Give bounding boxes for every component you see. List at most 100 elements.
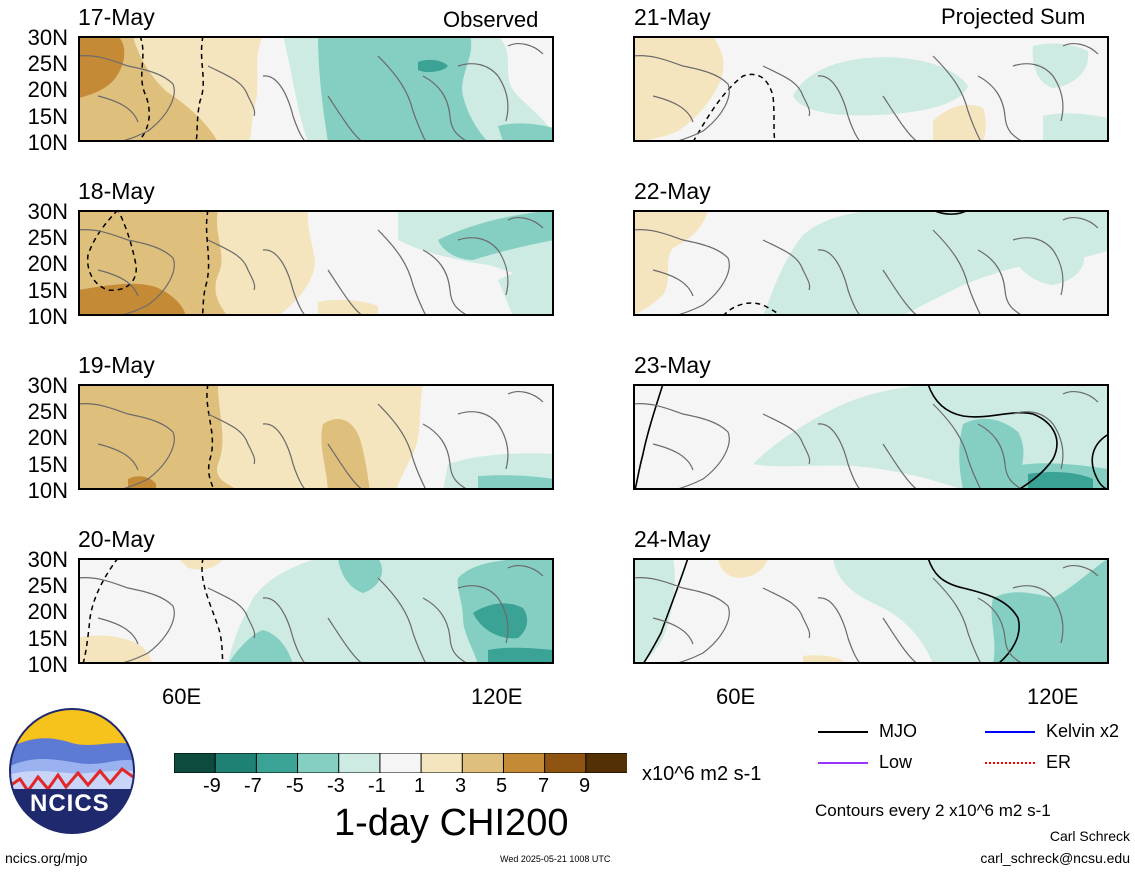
colorbar-tick-label: -7 (244, 775, 262, 797)
lat-label: 20N (27, 599, 68, 624)
anomaly-positive (128, 476, 156, 490)
contours-note: Contours every 2 x10^6 m2 s-1 (815, 801, 1051, 820)
ncics-logo (9, 708, 135, 834)
lat-label: 15N (27, 278, 68, 303)
lon-label: 60E (162, 684, 202, 709)
panel-frame (78, 384, 554, 490)
legend-label-kelvin: Kelvin x2 (1046, 721, 1120, 741)
lat-label: 25N (27, 573, 68, 598)
footer-email[interactable]: carl_schreck@ncsu.edu (980, 850, 1130, 866)
map-panel-projected-3 (633, 384, 1109, 490)
lat-label: 10N (27, 304, 68, 329)
colorbar-tick-label: 3 (455, 775, 467, 797)
anomaly-positive (178, 558, 223, 570)
anomaly-negative (793, 57, 968, 116)
lat-label: 15N (27, 104, 68, 129)
anomaly-negative (418, 59, 448, 73)
legend-label-er: ER (1046, 752, 1072, 772)
colorbar-segment (379, 753, 423, 773)
anomaly-negative (498, 123, 554, 142)
observed-header: Observed (443, 7, 539, 32)
anomaly-negative (498, 267, 554, 316)
colorbar-tick-label: -5 (286, 775, 304, 797)
contour-mjo (927, 558, 1020, 664)
colorbar-segment (502, 753, 546, 773)
lat-label: 30N (27, 547, 68, 572)
panel-date-label: 21-May (634, 4, 711, 30)
panel-date-label: 17-May (78, 4, 155, 30)
colorbar (174, 753, 627, 773)
colorbar-segment (255, 753, 299, 773)
panel-frame (78, 210, 554, 316)
map-panel-observed-2 (78, 210, 554, 316)
lat-label: 15N (27, 452, 68, 477)
coastline (78, 565, 544, 664)
lat-label: 20N (27, 77, 68, 102)
panel-date-label: 22-May (634, 178, 711, 204)
lat-label: 30N (27, 199, 68, 224)
legend-label-low: Low (879, 752, 913, 772)
map-panel-projected-2 (633, 210, 1109, 316)
footer-timestamp: Wed 2025-05-21 1008 UTC (500, 854, 611, 864)
anomaly-negative (338, 558, 383, 593)
lat-label: 10N (27, 130, 68, 155)
footer-author: Carl Schreck (1049, 828, 1130, 844)
anomaly-positive (78, 283, 186, 316)
panel-frame (78, 558, 554, 664)
anomaly-negative (478, 475, 554, 490)
legend-label-mjo: MJO (879, 721, 917, 741)
lat-label: 25N (27, 399, 68, 424)
contour-negative (201, 210, 210, 316)
panel-frame (633, 36, 1109, 142)
colorbar-tick-label: 5 (496, 775, 508, 797)
lon-label: 120E (1027, 684, 1079, 709)
panel-frame (633, 384, 1109, 490)
anomaly-negative (1013, 244, 1085, 285)
coastline (633, 217, 1099, 316)
anomaly-positive (318, 299, 378, 316)
colorbar-tick-label: 1 (414, 775, 426, 797)
footer-url[interactable]: ncics.org/mjo (5, 850, 88, 866)
panel-date-label: 18-May (78, 178, 155, 204)
anomaly-positive (633, 210, 708, 316)
colorbar-segment (174, 753, 217, 773)
colorbar-segment (585, 753, 627, 773)
contour-mjo (642, 558, 689, 664)
legend-line-kelvin (985, 731, 1035, 733)
colorbar-units: x10^6 m2 s-1 (642, 763, 762, 785)
anomaly-positive (803, 655, 843, 664)
coastline (78, 217, 544, 316)
colorbar-segment (461, 753, 505, 773)
anomaly-negative (473, 603, 528, 639)
anomaly-negative (488, 647, 554, 664)
projected-sum-header: Projected Sum (941, 4, 1086, 29)
panel-frame (633, 210, 1109, 316)
coastline (78, 391, 544, 490)
lat-label: 10N (27, 478, 68, 503)
anomaly-negative (633, 558, 675, 664)
panel-date-label: 23-May (634, 352, 711, 378)
anomaly-positive (78, 36, 125, 98)
anomaly-positive (933, 104, 986, 142)
coastline (78, 43, 544, 142)
anomaly-negative (228, 630, 293, 664)
lat-label: 10N (27, 652, 68, 677)
coastline (633, 565, 1099, 664)
contour-negative (206, 384, 215, 490)
anomaly-positive (321, 419, 370, 490)
colorbar-segment (544, 753, 587, 773)
colorbar-tick-label: -1 (368, 775, 386, 797)
logo-text: NCICS (30, 790, 110, 817)
contour-mjo (1091, 433, 1109, 490)
map-panel-observed-3 (78, 384, 554, 490)
anomaly-negative (1032, 43, 1089, 88)
figure-title: 1-day CHI200 (334, 802, 569, 844)
colorbar-tick-label: 9 (579, 775, 591, 797)
anomaly-positive (633, 36, 724, 142)
colorbar-segment (420, 753, 464, 773)
contour-negative (201, 558, 224, 664)
panel-date-label: 20-May (78, 526, 155, 552)
lat-label: 25N (27, 225, 68, 250)
legend-line-mjo (818, 731, 868, 733)
panel-frame (78, 36, 554, 142)
